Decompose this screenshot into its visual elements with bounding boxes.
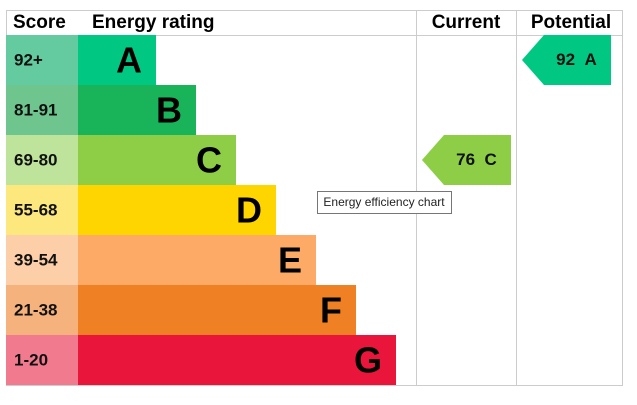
score-label: 92+: [14, 50, 43, 69]
score-label: 1-20: [14, 350, 48, 369]
rating-letter: B: [156, 90, 182, 131]
rating-letter: C: [196, 140, 222, 181]
potential-value: 92: [556, 50, 575, 69]
rating-bar: [78, 185, 276, 235]
current-value: 76: [456, 150, 475, 169]
current-letter: C: [485, 150, 497, 169]
score-cell: [6, 285, 78, 335]
potential-label: 92 A: [556, 50, 597, 69]
rating-letter: G: [354, 340, 382, 381]
rating-letter: E: [278, 240, 302, 281]
rating-bar: [78, 235, 316, 285]
tooltip-box: [317, 191, 452, 214]
header-rating: Energy rating: [92, 12, 214, 33]
rating-bar: [78, 285, 356, 335]
score-cell: [6, 85, 78, 135]
header-potential: Potential: [531, 12, 611, 33]
score-cell: [6, 35, 78, 85]
header-score: Score: [13, 12, 66, 33]
rating-letter: D: [236, 190, 262, 231]
score-cell: [6, 235, 78, 285]
score-label: 55-68: [14, 200, 57, 219]
score-label: 21-38: [14, 300, 57, 319]
potential-letter: A: [585, 50, 597, 69]
rating-bar: [78, 85, 196, 135]
potential-arrow: [522, 35, 611, 85]
current-arrow: [422, 135, 511, 185]
score-cell: [6, 185, 78, 235]
tooltip-text: Energy efficiency chart: [323, 195, 445, 209]
score-label: 39-54: [14, 250, 58, 269]
score-cell: [6, 335, 78, 385]
rating-letter: F: [320, 290, 342, 331]
rating-letter: A: [116, 40, 142, 81]
header-current: Current: [432, 12, 501, 33]
rating-bar: [78, 135, 236, 185]
score-label: 81-91: [14, 100, 57, 119]
current-label: 76 C: [456, 150, 497, 169]
rating-bar: [78, 335, 396, 385]
rating-bar: [78, 35, 156, 85]
score-label: 69-80: [14, 150, 57, 169]
score-cell: [6, 135, 78, 185]
